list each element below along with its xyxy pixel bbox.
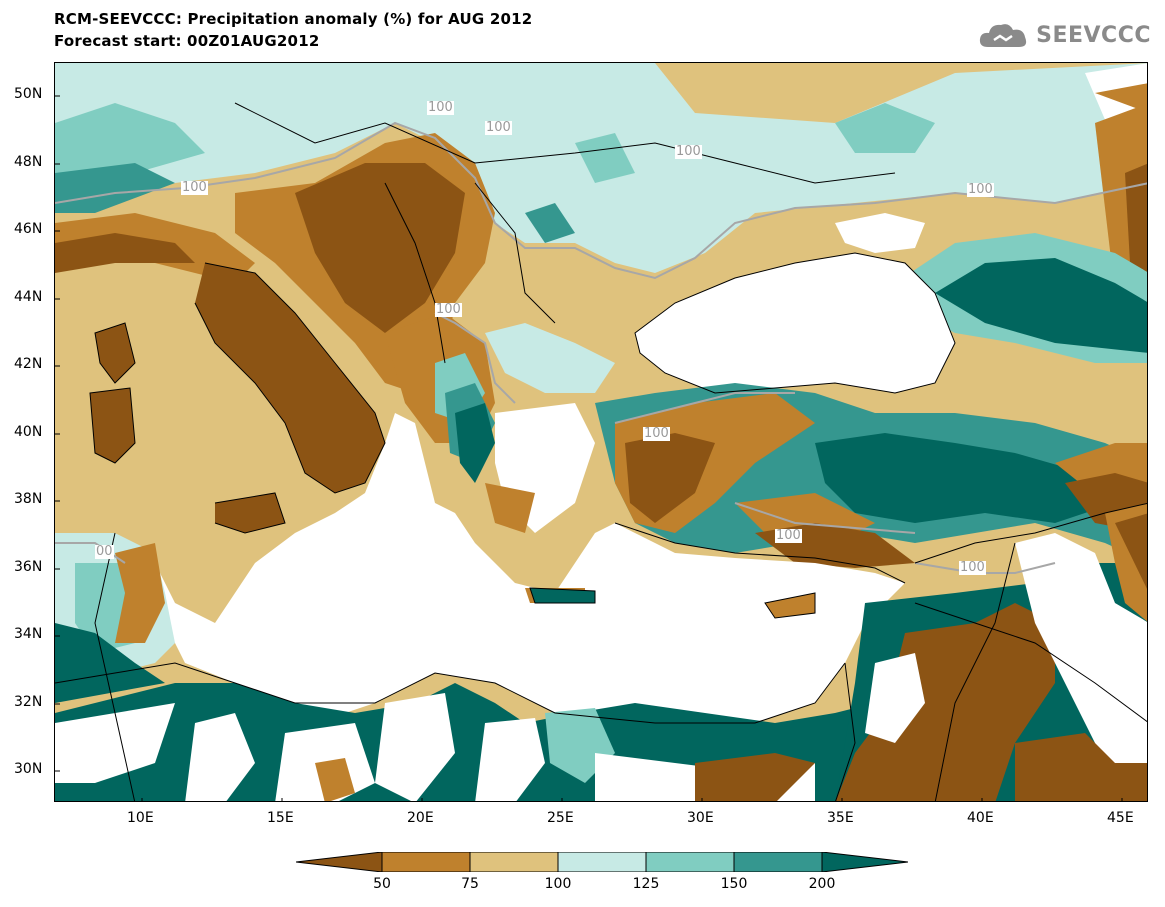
colorbar-label: 100 [544,876,572,892]
contour-label: 100 [485,120,512,135]
colorbar-segment [645,852,735,872]
lon-label: 20E [407,810,434,826]
lat-label: 40N [14,424,43,440]
contour-label: 100 [427,100,454,115]
contour-label: 00 [95,544,114,559]
colorbar-segment [381,852,471,872]
colorbar-label: 75 [461,876,479,892]
colorbar-label: 200 [808,876,836,892]
lon-label: 25E [547,810,574,826]
lat-label: 38N [14,491,43,507]
colorbar-label: 125 [632,876,660,892]
logo-text: SEEVCCC [1036,22,1151,48]
colorbar-segment [469,852,559,872]
contour-label: 100 [643,426,670,441]
contour-label: 100 [675,144,702,159]
forecast-start-subtitle: Forecast start: 00Z01AUG2012 [54,32,320,50]
colorbar-label: 150 [720,876,748,892]
colorbar [296,852,908,872]
seevccc-logo: SEEVCCC [978,20,1151,50]
colorbar-segment [733,852,823,872]
colorbar-segment [296,852,383,872]
lat-label: 34N [14,626,43,642]
lat-label: 50N [14,86,43,102]
lon-label: 10E [127,810,154,826]
contour-label: 100 [959,560,986,575]
contour-label: 100 [181,180,208,195]
colorbar-label: 50 [373,876,391,892]
precipitation-anomaly-map: 100 100 100 100 100 100 100 100 100 00 [54,62,1148,802]
lat-label: 30N [14,761,43,777]
lon-label: 15E [267,810,294,826]
lat-label: 42N [14,356,43,372]
lon-label: 30E [687,810,714,826]
lat-label: 46N [14,221,43,237]
lat-label: 36N [14,559,43,575]
contour-label: 100 [775,528,802,543]
lon-label: 45E [1107,810,1134,826]
map-title: RCM-SEEVCCC: Precipitation anomaly (%) f… [54,10,533,28]
contour-label: 100 [967,182,994,197]
lon-label: 40E [967,810,994,826]
lat-label: 32N [14,694,43,710]
cloud-icon [980,24,1027,47]
lat-label: 44N [14,289,43,305]
lat-label: 48N [14,154,43,170]
lon-label: 35E [827,810,854,826]
colorbar-segment [557,852,647,872]
contour-label: 100 [435,302,462,317]
colorbar-segment [821,852,908,872]
